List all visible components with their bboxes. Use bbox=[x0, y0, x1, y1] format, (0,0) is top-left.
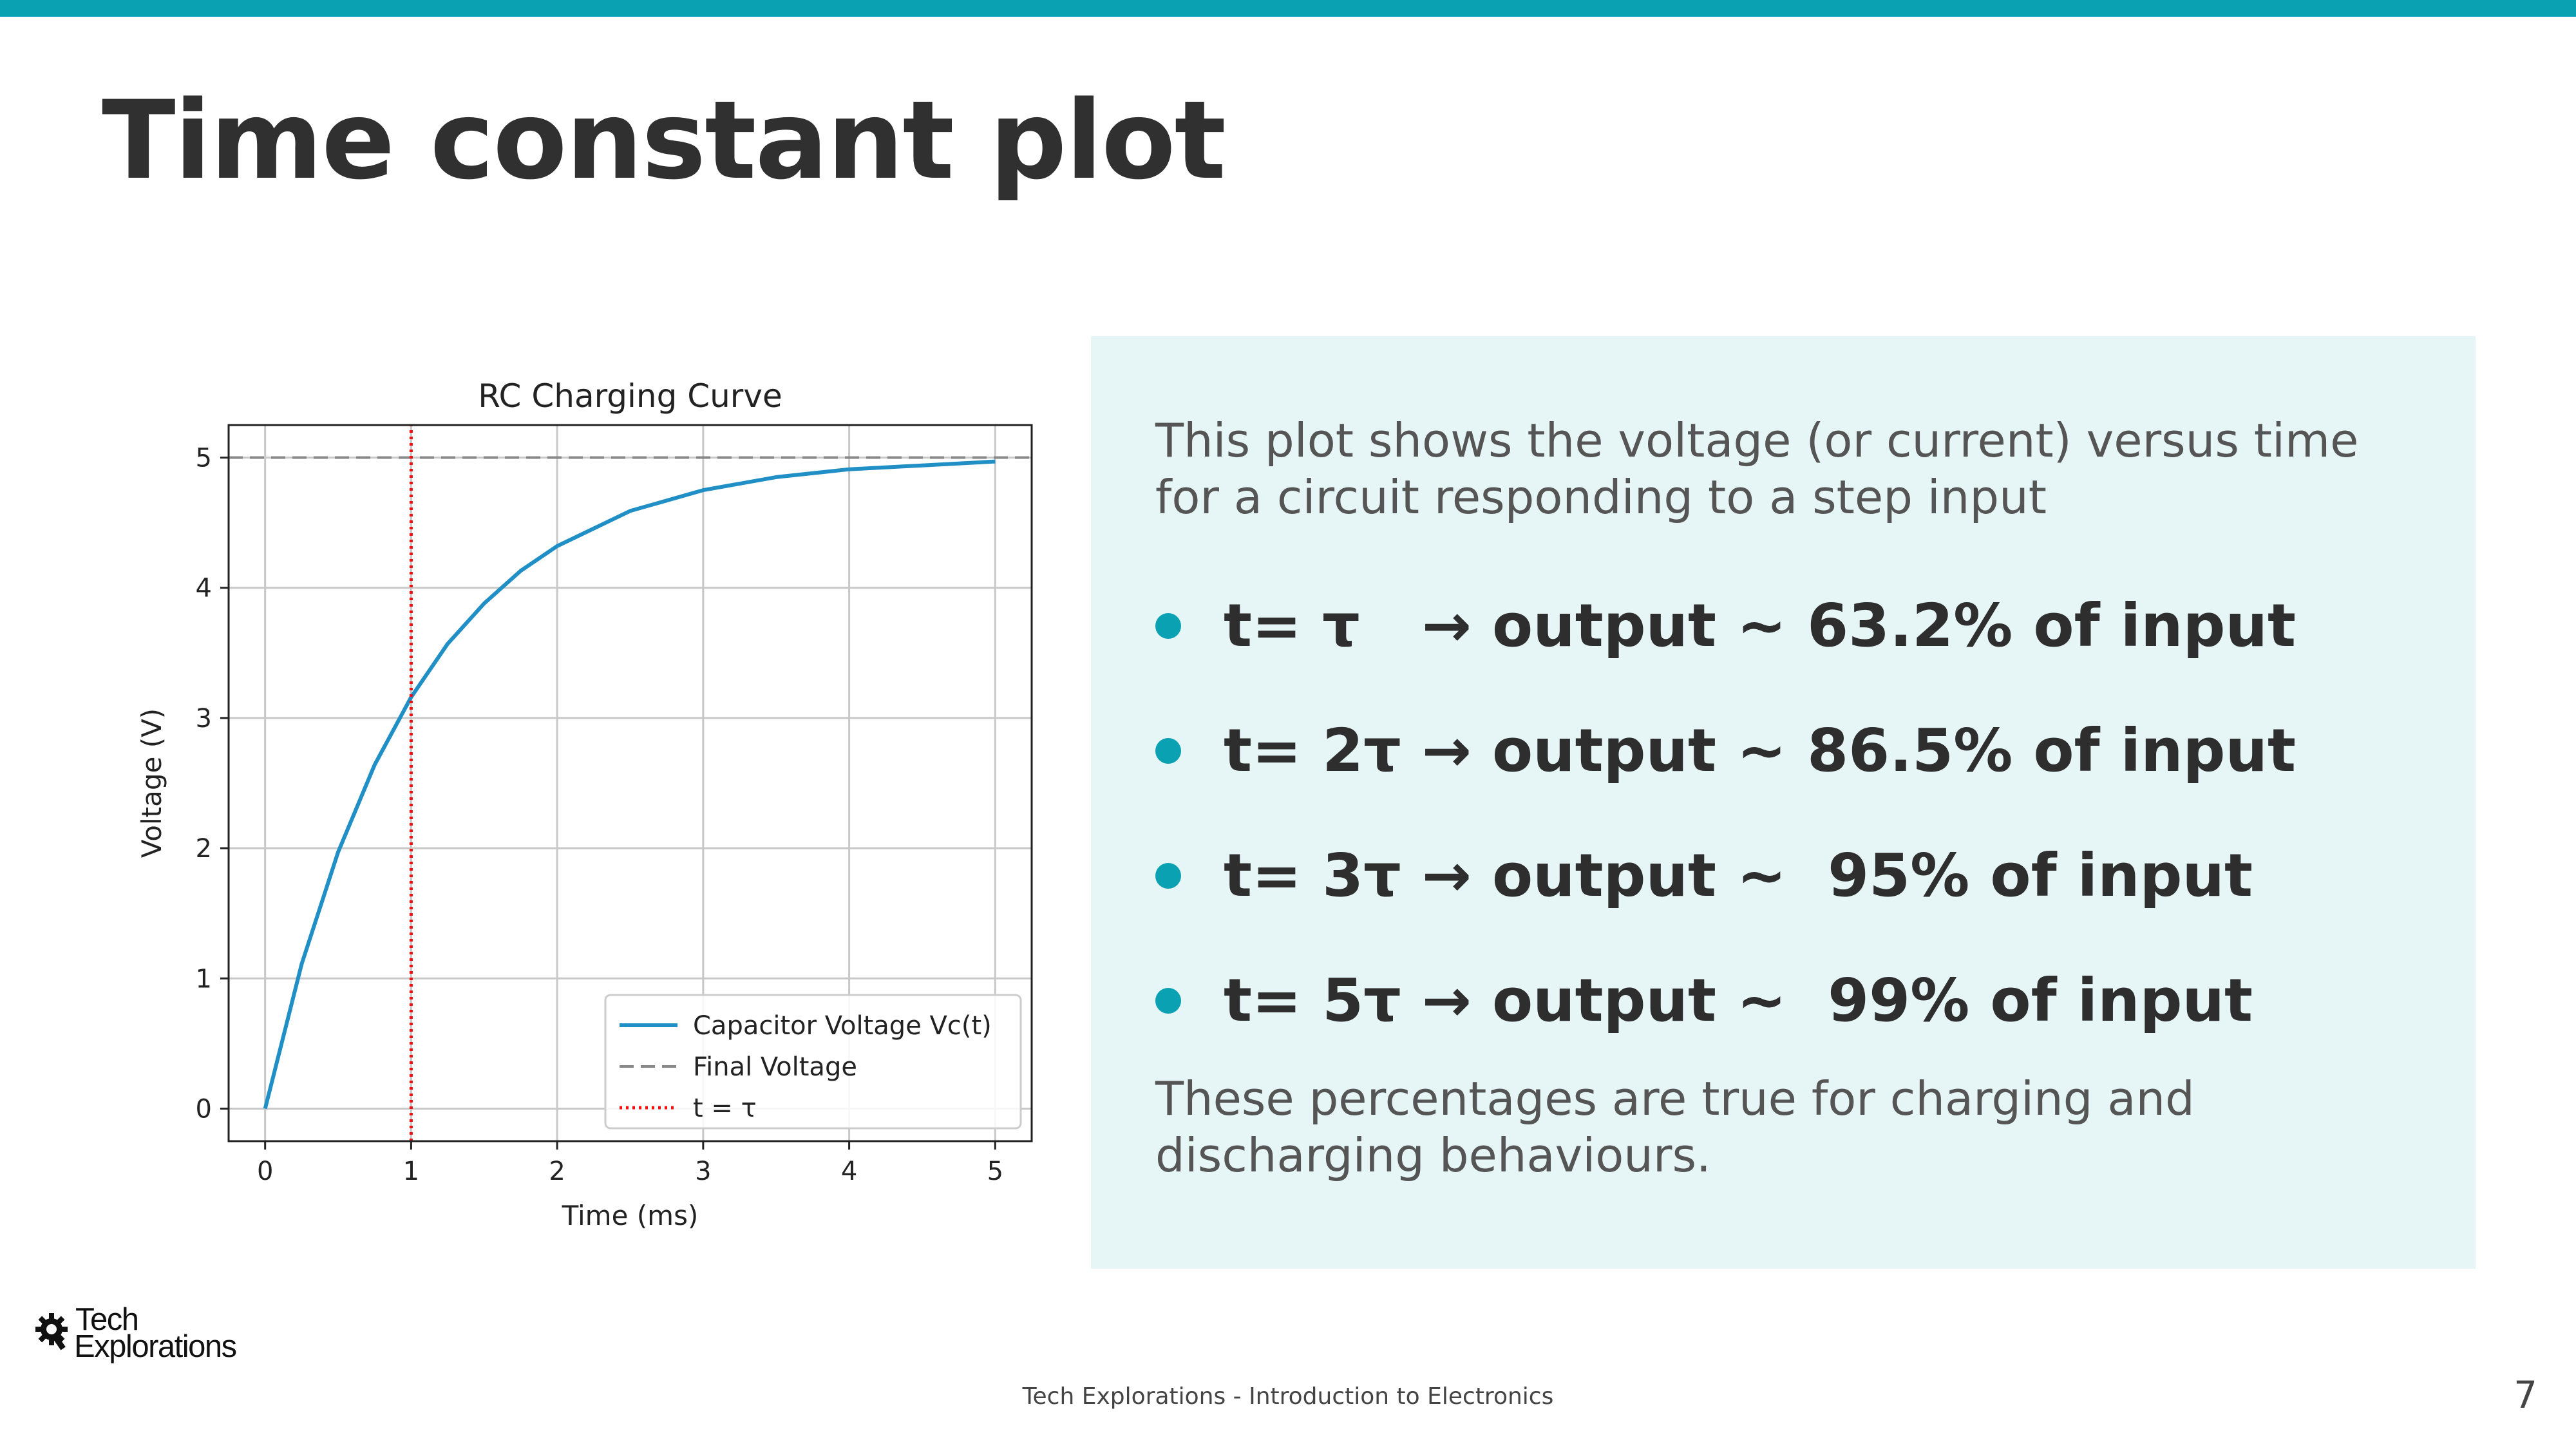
y-tick-label: 3 bbox=[196, 704, 212, 734]
y-tick-label: 4 bbox=[196, 574, 212, 603]
legend-box bbox=[604, 994, 1022, 1130]
bullet-dot-icon bbox=[1155, 613, 1181, 639]
bullet-text: t= 2τ → output ~ 86.5% of input bbox=[1224, 716, 2296, 785]
chart-title: RC Charging Curve bbox=[478, 377, 782, 415]
panel-outro-text: These percentages are true for charging … bbox=[1155, 1072, 2195, 1182]
y-tick-label: 0 bbox=[196, 1094, 212, 1124]
bullet-dot-icon bbox=[1155, 988, 1181, 1014]
bullet-text: t= τ → output ~ 63.2% of input bbox=[1224, 591, 2296, 660]
page-number: 7 bbox=[2514, 1373, 2537, 1417]
x-tick-label: 3 bbox=[695, 1157, 711, 1186]
legend-label-2: t = τ bbox=[693, 1094, 757, 1123]
info-panel: This plot shows the voltage (or current)… bbox=[1091, 336, 2476, 1269]
chart-svg: 0 1 2 3 4 5 0 1 2 3 4 5 RC Charging Curve Time (ms) Vo… bbox=[136, 377, 1033, 1231]
logo-line-1: Tech bbox=[75, 1302, 139, 1337]
bullet-text: t= 3τ → output ~ 95% of input bbox=[1224, 841, 2253, 910]
x-tick-label: 0 bbox=[257, 1157, 273, 1186]
x-axis-label: Time (ms) bbox=[562, 1200, 699, 1231]
footer-text: Tech Explorations - Introduction to Elec… bbox=[1022, 1383, 1554, 1410]
y-tick-label: 2 bbox=[196, 834, 212, 864]
bullet-dot-icon bbox=[1155, 863, 1181, 889]
logo-text: Tech Explorations bbox=[74, 1304, 237, 1364]
slide-title: Time constant plot bbox=[102, 77, 1226, 204]
x-tick-label: 4 bbox=[841, 1157, 857, 1186]
bullet-dot-icon bbox=[1155, 738, 1181, 764]
rc-charging-chart: 0 1 2 3 4 5 0 1 2 3 4 5 RC Charging Curve Time (ms) Vo… bbox=[129, 361, 1056, 1249]
legend-label-1: Final Voltage bbox=[693, 1052, 857, 1082]
x-tick-label: 5 bbox=[987, 1157, 1003, 1186]
y-axis-label: Voltage (V) bbox=[136, 708, 167, 858]
bullet-list: t= τ → output ~ 63.2% of input t= 2τ → o… bbox=[1155, 587, 2443, 1087]
plot-frame bbox=[227, 424, 1033, 1142]
y-tick-label: 5 bbox=[196, 444, 212, 473]
x-tick-label: 2 bbox=[549, 1157, 565, 1186]
bullet-item: t= 5τ → output ~ 99% of input bbox=[1155, 962, 2443, 1087]
x-tick-label: 1 bbox=[403, 1157, 419, 1186]
bullet-item: t= 3τ → output ~ 95% of input bbox=[1155, 837, 2443, 962]
y-tick-label: 1 bbox=[196, 964, 212, 994]
gear-icon bbox=[35, 1313, 68, 1350]
panel-intro-text: This plot shows the voltage (or current)… bbox=[1155, 413, 2359, 524]
bullet-item: t= 2τ → output ~ 86.5% of input bbox=[1155, 712, 2443, 837]
legend-label-0: Capacitor Voltage Vc(t) bbox=[693, 1011, 992, 1041]
tech-explorations-logo: Tech Explorations bbox=[33, 1304, 265, 1370]
bullet-item: t= τ → output ~ 63.2% of input bbox=[1155, 587, 2443, 712]
top-accent-bar bbox=[0, 0, 2576, 17]
logo-line-2: Explorations bbox=[74, 1329, 237, 1364]
bullet-text: t= 5τ → output ~ 99% of input bbox=[1224, 966, 2253, 1035]
series-line-0 bbox=[263, 459, 996, 1110]
